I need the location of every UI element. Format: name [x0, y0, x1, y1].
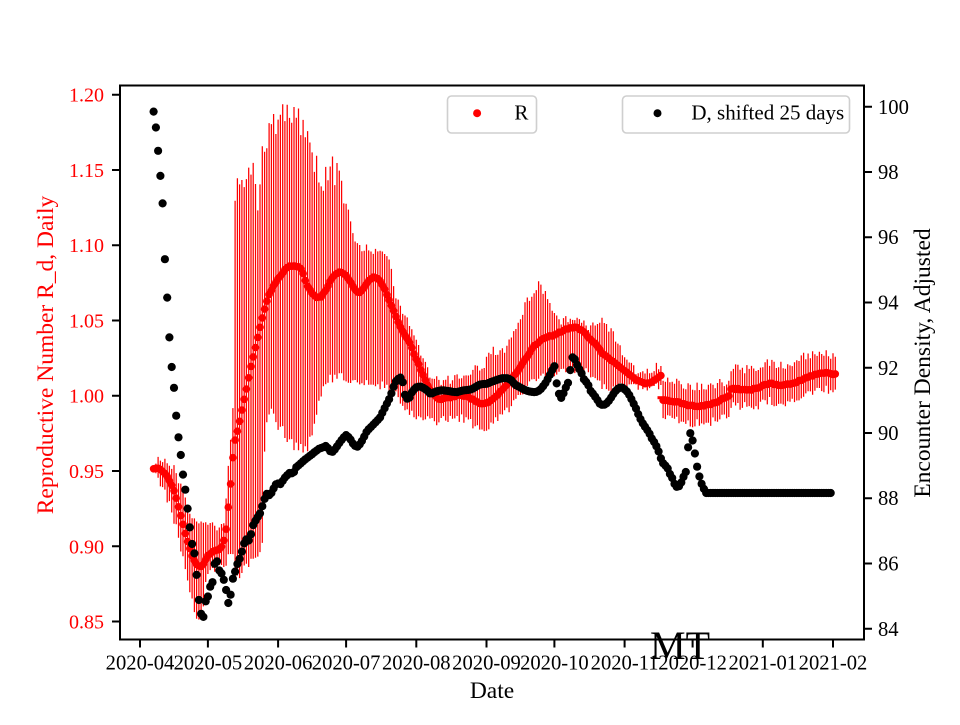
svg-text:2021-01: 2021-01 [728, 653, 797, 675]
svg-text:0.95: 0.95 [69, 461, 104, 483]
svg-text:R: R [514, 101, 528, 125]
svg-text:94: 94 [878, 293, 899, 315]
svg-text:2020-05: 2020-05 [174, 653, 243, 675]
svg-text:2020-10: 2020-10 [520, 653, 589, 675]
svg-text:0.85: 0.85 [69, 612, 104, 634]
svg-text:1.05: 1.05 [69, 311, 104, 333]
svg-text:2021-02: 2021-02 [799, 653, 868, 675]
svg-text:Date: Date [470, 678, 514, 704]
svg-text:2020-09: 2020-09 [452, 653, 521, 675]
svg-text:Encounter Density, Adjusted: Encounter Density, Adjusted [910, 228, 936, 498]
svg-text:D, shifted 25 days: D, shifted 25 days [691, 101, 844, 125]
svg-text:2020-07: 2020-07 [312, 653, 381, 675]
svg-text:1.00: 1.00 [69, 386, 104, 408]
svg-text:2020-12: 2020-12 [658, 653, 727, 675]
svg-text:100: 100 [878, 97, 909, 119]
svg-text:96: 96 [878, 227, 899, 249]
svg-text:1.20: 1.20 [69, 85, 104, 107]
svg-text:1.10: 1.10 [69, 235, 104, 257]
svg-text:Reproductive Number R_d, Daily: Reproductive Number R_d, Daily [33, 196, 59, 515]
svg-text:92: 92 [878, 358, 899, 380]
svg-text:98: 98 [878, 162, 899, 184]
svg-text:0.90: 0.90 [69, 536, 104, 558]
svg-text:88: 88 [878, 488, 899, 510]
svg-text:86: 86 [878, 554, 899, 576]
svg-text:2020-11: 2020-11 [591, 653, 659, 675]
svg-text:2020-04: 2020-04 [106, 653, 175, 675]
svg-text:MT: MT [650, 623, 710, 668]
svg-text:90: 90 [878, 423, 899, 445]
svg-text:1.15: 1.15 [69, 160, 104, 182]
svg-text:84: 84 [878, 619, 899, 641]
svg-text:2020-06: 2020-06 [244, 653, 313, 675]
svg-text:2020-08: 2020-08 [382, 653, 451, 675]
